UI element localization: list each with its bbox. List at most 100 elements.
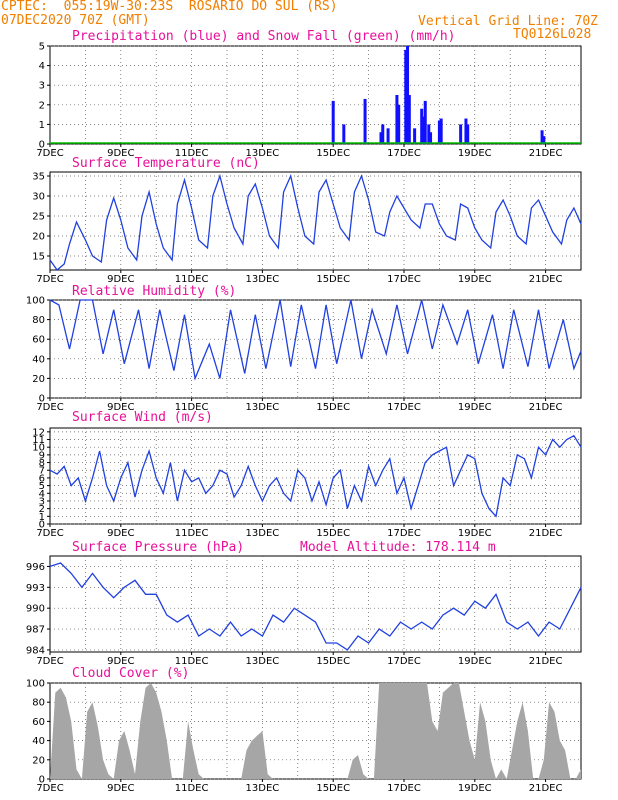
precip-ytick-label: 1 — [39, 120, 45, 131]
temp-xtick-label: 11DEC — [175, 274, 209, 285]
rh-xtick-label: 9DEC — [107, 402, 134, 413]
pres-xtick-label: 7DEC — [36, 656, 63, 667]
rh-xtick-label: 21DEC — [529, 402, 563, 413]
temp-xtick-label: 17DEC — [387, 274, 421, 285]
precip-xtick-label: 15DEC — [316, 148, 350, 159]
temp-xtick-label: 15DEC — [316, 274, 350, 285]
cloud-xtick-label: 9DEC — [107, 783, 134, 794]
wind-ytick-label: 6 — [39, 473, 45, 484]
precip-bar — [542, 136, 546, 144]
run-datetime: 07DEC2020 70Z (GMT) — [1, 13, 150, 28]
pres-xtick-label: 17DEC — [387, 656, 421, 667]
rh-ytick-label: 60 — [32, 335, 45, 346]
rh-xtick-label: 17DEC — [387, 402, 421, 413]
wind-xtick-label: 19DEC — [458, 528, 492, 539]
wind-xtick-label: 9DEC — [107, 528, 134, 539]
rh-ytick-label: 80 — [32, 315, 45, 326]
pres-title: Surface Pressure (hPa) — [72, 540, 245, 555]
precip-xtick-label: 19DEC — [458, 148, 492, 159]
cloud-ytick-label: 100 — [26, 679, 45, 690]
pres-xtick-label: 21DEC — [529, 656, 563, 667]
rh-xtick-label: 13DEC — [246, 402, 280, 413]
precip-bar — [407, 95, 411, 144]
pres-frame — [49, 555, 582, 653]
rh-xtick-label: 15DEC — [316, 402, 350, 413]
wind-ytick-label: 3 — [39, 496, 45, 507]
precip-bar — [540, 130, 544, 144]
precip-bar — [379, 132, 383, 144]
precip-bar — [423, 100, 427, 144]
wind-ytick-label: 5 — [39, 481, 45, 492]
cloud-area — [50, 683, 581, 779]
wind-xtick-label: 17DEC — [387, 528, 421, 539]
precip-bar — [459, 124, 463, 144]
temp-xtick-label: 9DEC — [107, 274, 134, 285]
pres-ytick-label: 990 — [26, 604, 45, 615]
cloud-ytick-label: 80 — [32, 698, 45, 709]
precip-xtick-label: 7DEC — [36, 148, 63, 159]
rh-frame — [49, 299, 582, 399]
cloud-xtick-label: 7DEC — [36, 783, 63, 794]
cloud-xtick-label: 19DEC — [458, 783, 492, 794]
precip-bar — [413, 128, 417, 144]
precip-bar — [406, 46, 410, 144]
station-header: CPTEC: 055:19W-30:23S ROSARIO DO SUL (RS… — [1, 0, 338, 14]
cloud-xtick-label: 15DEC — [316, 783, 350, 794]
precip-xtick-label: 11DEC — [175, 148, 209, 159]
rh-xtick-label: 19DEC — [458, 402, 492, 413]
precip-ytick-label: 2 — [39, 100, 45, 111]
pres-xtick-label: 9DEC — [107, 656, 134, 667]
precip-bar — [466, 124, 470, 144]
pres-ytick-label: 984 — [26, 645, 45, 656]
precip-bar — [439, 118, 443, 144]
temp-xtick-label: 19DEC — [458, 274, 492, 285]
cloud-xtick-label: 17DEC — [387, 783, 421, 794]
wind-xtick-label: 21DEC — [529, 528, 563, 539]
precip-bar — [386, 128, 390, 144]
precip-ytick-label: 4 — [39, 61, 45, 72]
temp-ytick-label: 20 — [32, 232, 45, 243]
wind-xtick-label: 7DEC — [36, 528, 63, 539]
wind-ytick-label: 1 — [39, 512, 45, 523]
wind-ytick-label: 7 — [39, 466, 45, 477]
precip-bar — [420, 108, 424, 144]
wind-series-line — [49, 434, 582, 518]
precip-xtick-label: 17DEC — [387, 148, 421, 159]
cloud-xtick-label: 11DEC — [175, 783, 209, 794]
wind-xtick-label: 15DEC — [316, 528, 350, 539]
model-altitude: Model Altitude: 178.114 m — [300, 540, 496, 555]
precip-bar — [427, 124, 431, 144]
precip-bar — [429, 132, 433, 144]
cloud-ytick-label: 20 — [32, 755, 45, 766]
wind-ytick-label: 4 — [39, 489, 45, 500]
cloud-xtick-label: 21DEC — [529, 783, 563, 794]
cloud-title: Cloud Cover (%) — [72, 666, 190, 681]
rh-series-line — [49, 299, 582, 381]
temp-ytick-label: 30 — [32, 192, 45, 203]
precip-bar — [342, 124, 346, 144]
wind-ytick-label: 2 — [39, 504, 45, 515]
temp-ytick-label: 25 — [32, 212, 45, 223]
rh-ytick-label: 40 — [32, 354, 45, 365]
cloud-ytick-label: 60 — [32, 717, 45, 728]
temp-xtick-label: 13DEC — [246, 274, 280, 285]
pres-series-line — [49, 562, 582, 651]
precip-bar — [363, 98, 367, 144]
pres-ytick-label: 987 — [26, 625, 45, 636]
wind-frame — [49, 427, 582, 525]
precip-bar — [395, 95, 399, 144]
temp-xtick-label: 7DEC — [36, 274, 63, 285]
precip-bar — [464, 118, 468, 144]
precip-bar — [404, 49, 408, 144]
wind-ytick-label: 10 — [32, 443, 45, 454]
precip-bar — [331, 100, 335, 144]
rh-ytick-label: 100 — [26, 296, 45, 307]
precip-bar — [397, 104, 401, 144]
model-code: TQ0126L028 — [513, 27, 592, 42]
wind-ytick-label: 0 — [39, 520, 45, 531]
temp-xtick-label: 21DEC — [529, 274, 563, 285]
wind-xtick-label: 13DEC — [246, 528, 280, 539]
precip-xtick-label: 13DEC — [246, 148, 280, 159]
pres-xtick-label: 19DEC — [458, 656, 492, 667]
pres-xtick-label: 13DEC — [246, 656, 280, 667]
